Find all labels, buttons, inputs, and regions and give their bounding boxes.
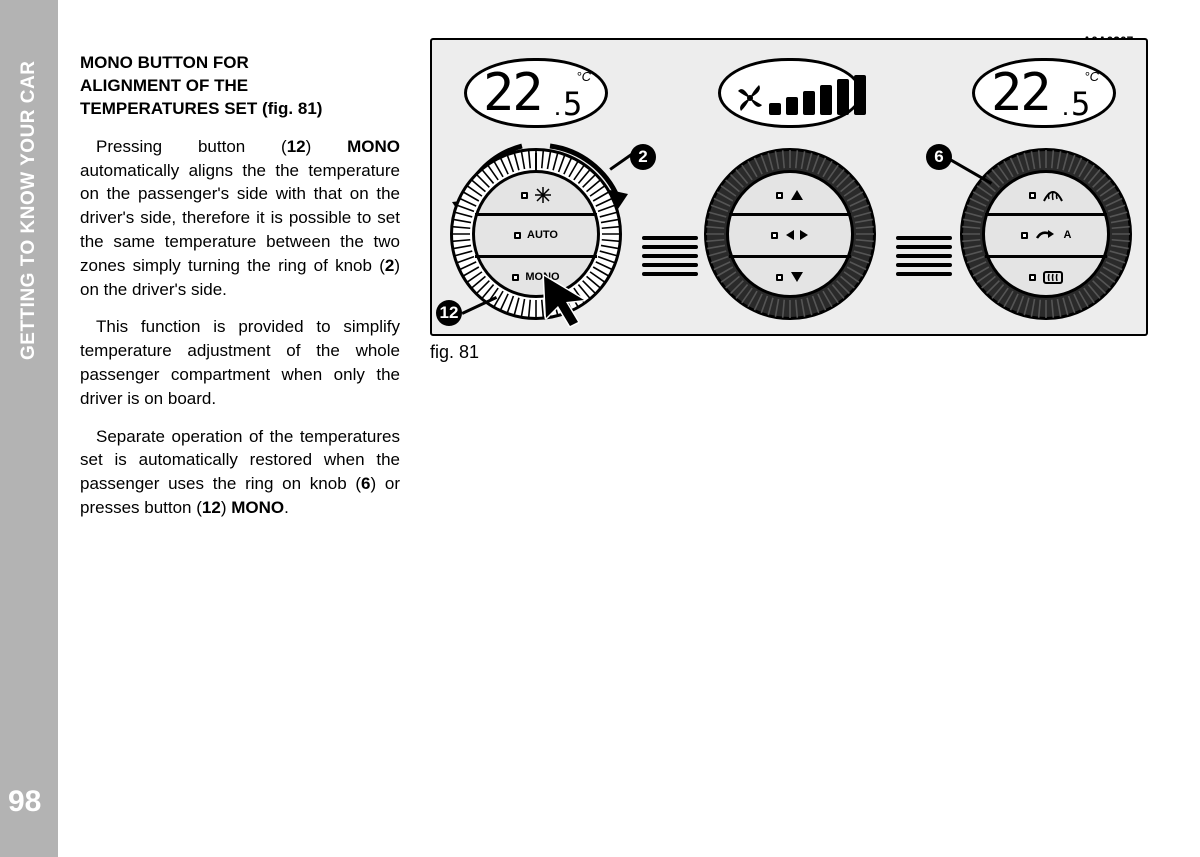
figure-caption: fig. 81 bbox=[430, 342, 1148, 363]
paragraph-1: Pressing button (12) MONO automatically … bbox=[80, 135, 400, 302]
callout-6: 6 bbox=[926, 144, 952, 170]
page-number: 98 bbox=[8, 785, 41, 819]
fan-bar bbox=[803, 91, 815, 115]
heading-line3a: TEMPERATURES SET bbox=[80, 99, 262, 118]
heading: MONO BUTTON FOR ALIGNMENT OF THE TEMPERA… bbox=[80, 52, 400, 121]
fan-icon bbox=[735, 83, 765, 113]
temp-right-dec: 5 bbox=[1071, 85, 1088, 123]
paragraph-3: Separate operation of the temperatures s… bbox=[80, 425, 400, 520]
callout-12: 12 bbox=[436, 300, 462, 326]
heading-figref: (fig. 81) bbox=[262, 99, 322, 118]
heading-line1: MONO BUTTON FOR bbox=[80, 53, 249, 72]
fan-bar bbox=[820, 85, 832, 115]
temp-left-dec: 5 bbox=[563, 85, 580, 123]
sidebar: GETTING TO KNOW YOUR CAR 98 bbox=[0, 0, 58, 857]
cursor-arrow-icon bbox=[540, 272, 600, 328]
temp-display-left: 22 . 5 °C bbox=[464, 58, 608, 128]
fan-bars bbox=[769, 75, 866, 115]
figure-81: A0A0207m 22 . 5 °C bbox=[430, 38, 1148, 363]
paragraph-2: This function is provided to simplify te… bbox=[80, 315, 400, 410]
airflow-knob[interactable] bbox=[704, 148, 876, 320]
temp-left-whole: 22 bbox=[483, 63, 542, 123]
temp-unit: °C bbox=[576, 69, 591, 84]
fan-display bbox=[718, 58, 862, 128]
climate-panel: 22 . 5 °C bbox=[430, 38, 1148, 336]
fan-bar bbox=[786, 97, 798, 115]
fan-bar bbox=[769, 103, 781, 115]
temp-right-whole: 22 bbox=[991, 63, 1050, 123]
vent-icon bbox=[896, 236, 952, 281]
ring-stripes bbox=[960, 148, 1132, 320]
temp-dot: . bbox=[1063, 99, 1068, 120]
section-label: GETTING TO KNOW YOUR CAR bbox=[18, 61, 40, 360]
passenger-temp-knob[interactable]: A bbox=[960, 148, 1132, 320]
fan-bar bbox=[854, 75, 866, 115]
callout-2: 2 bbox=[630, 144, 656, 170]
heading-line2: ALIGNMENT OF THE bbox=[80, 76, 248, 95]
temp-dot: . bbox=[555, 99, 560, 120]
vent-icon bbox=[642, 236, 698, 281]
ring-stripes bbox=[704, 148, 876, 320]
fan-bar bbox=[837, 79, 849, 115]
temp-display-right: 22 . 5 °C bbox=[972, 58, 1116, 128]
text-column: MONO BUTTON FOR ALIGNMENT OF THE TEMPERA… bbox=[80, 52, 400, 534]
temp-unit: °C bbox=[1084, 69, 1099, 84]
